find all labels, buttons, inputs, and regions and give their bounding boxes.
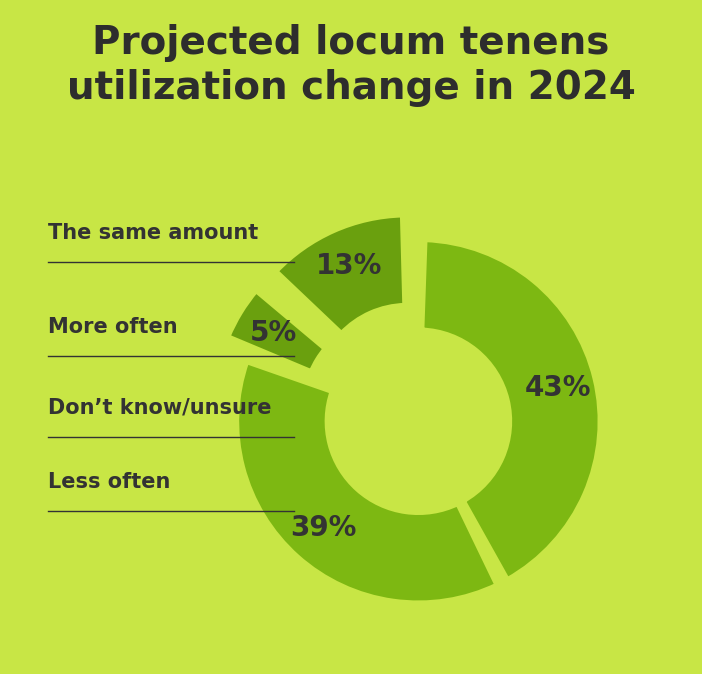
Wedge shape: [422, 239, 600, 580]
Text: 39%: 39%: [290, 514, 356, 542]
Wedge shape: [275, 215, 405, 334]
Text: 5%: 5%: [249, 319, 297, 346]
Text: More often: More often: [48, 317, 178, 337]
Text: Projected locum tenens
utilization change in 2024: Projected locum tenens utilization chang…: [67, 24, 635, 107]
Wedge shape: [227, 290, 326, 372]
Text: The same amount: The same amount: [48, 222, 258, 243]
Text: Don’t know/unsure: Don’t know/unsure: [48, 398, 271, 418]
Text: 43%: 43%: [524, 373, 591, 402]
Text: 13%: 13%: [316, 252, 383, 280]
Wedge shape: [237, 361, 498, 603]
Text: Less often: Less often: [48, 472, 170, 492]
